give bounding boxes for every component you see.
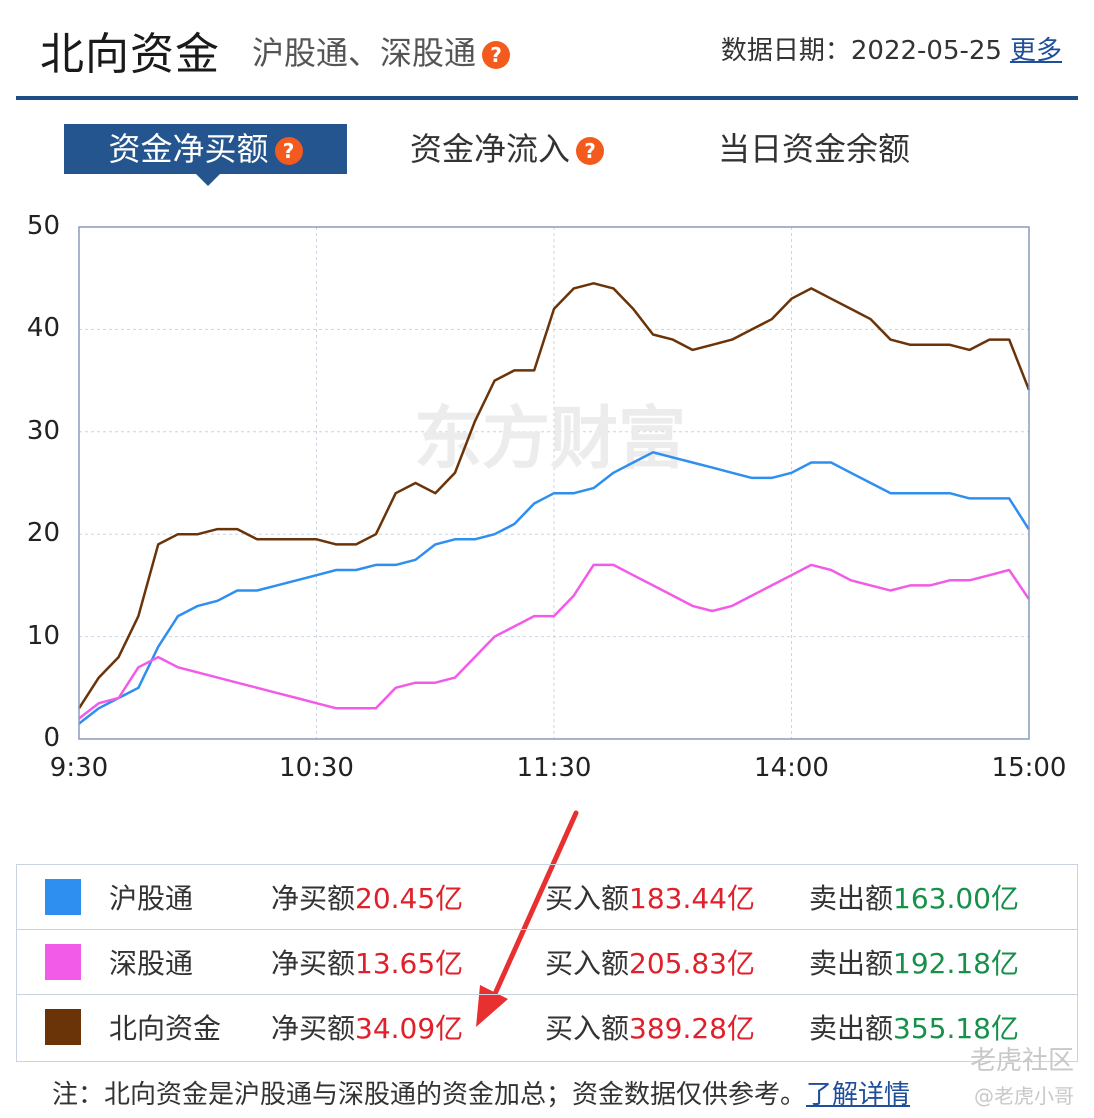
buy-label: 买入额 bbox=[545, 882, 630, 915]
legend-swatch bbox=[45, 1009, 81, 1045]
tab-label: 资金净买额 bbox=[108, 130, 269, 168]
data-date: 数据日期：2022-05-25 更多 bbox=[721, 30, 1062, 67]
sell-value: 192.18亿 bbox=[893, 947, 1019, 980]
legend-name: 沪股通 bbox=[109, 882, 194, 915]
tab-label: 当日资金余额 bbox=[718, 130, 911, 168]
buy-label: 买入额 bbox=[545, 1012, 630, 1045]
x-tick-label: 11:30 bbox=[516, 753, 592, 783]
x-tick-label: 10:30 bbox=[279, 753, 354, 783]
legend-row: 深股通 净买额13.65亿 买入额205.83亿 卖出额192.18亿 bbox=[17, 930, 1077, 995]
y-tick-label: 0 bbox=[43, 723, 60, 753]
sell-value: 163.00亿 bbox=[893, 882, 1019, 915]
tab-daily-balance[interactable]: 当日资金余额 bbox=[718, 124, 910, 174]
sell-label: 卖出额 bbox=[809, 1012, 894, 1045]
net-buy-value: 13.65亿 bbox=[355, 947, 464, 980]
chart-watermark: 东方财富 bbox=[414, 400, 686, 479]
legend-row: 沪股通 净买额20.45亿 买入额183.44亿 卖出额163.00亿 bbox=[17, 865, 1077, 930]
help-icon[interactable]: ? bbox=[576, 137, 605, 165]
buy-cell: 买入额183.44亿 bbox=[545, 877, 755, 917]
net-buy-cell: 净买额20.45亿 bbox=[271, 877, 463, 917]
x-tick-label: 9:30 bbox=[49, 753, 109, 783]
tab-net-buy[interactable]: 资金净买额? bbox=[64, 124, 347, 186]
chart-grid bbox=[78, 226, 1030, 740]
note-text: 注：北向资金是沪股通与深股通的资金加总；资金数据仅供参考。 bbox=[52, 1080, 807, 1110]
active-tab-pointer bbox=[196, 174, 220, 186]
buy-value: 205.83亿 bbox=[629, 947, 755, 980]
buy-value: 183.44亿 bbox=[629, 882, 755, 915]
buy-cell: 买入额389.28亿 bbox=[545, 1007, 755, 1047]
sell-cell: 卖出额355.18亿 bbox=[809, 1007, 1019, 1047]
net-buy-cell: 净买额34.09亿 bbox=[271, 1007, 463, 1047]
buy-value: 389.28亿 bbox=[629, 1012, 755, 1045]
tab-label: 资金净流入 bbox=[410, 130, 571, 168]
legend-swatch bbox=[45, 944, 81, 980]
series-line-沪股通 bbox=[78, 451, 1031, 725]
legend-name: 北向资金 bbox=[109, 1012, 222, 1045]
legend-table: 沪股通 净买额20.45亿 买入额183.44亿 卖出额163.00亿 深股通 … bbox=[16, 864, 1078, 1062]
x-tick-label: 15:00 bbox=[991, 753, 1067, 783]
series-line-北向资金 bbox=[77, 282, 1031, 709]
author-watermark: @老虎小哥 bbox=[974, 1084, 1074, 1108]
y-tick-label: 40 bbox=[26, 313, 60, 344]
subtitle-text: 沪股通、深股通 bbox=[252, 34, 477, 72]
net-buy-cell: 净买额13.65亿 bbox=[271, 942, 463, 982]
footer-note: 注：北向资金是沪股通与深股通的资金加总；资金数据仅供参考。了解详情 bbox=[52, 1074, 910, 1111]
buy-label: 买入额 bbox=[545, 947, 630, 980]
legend-row: 北向资金 净买额34.09亿 买入额389.28亿 卖出额355.18亿 bbox=[17, 995, 1077, 1059]
help-icon[interactable]: ? bbox=[482, 41, 511, 69]
y-tick-label: 20 bbox=[26, 518, 60, 549]
page-subtitle: 沪股通、深股通? bbox=[252, 28, 511, 74]
tab-net-inflow[interactable]: 资金净流入? bbox=[410, 124, 605, 174]
learn-more-link[interactable]: 了解详情 bbox=[806, 1080, 911, 1110]
series-line-深股通 bbox=[78, 563, 1031, 720]
sell-cell: 卖出额192.18亿 bbox=[809, 942, 1019, 982]
page-title: 北向资金 bbox=[40, 29, 220, 80]
sell-cell: 卖出额163.00亿 bbox=[809, 877, 1019, 917]
sell-value: 355.18亿 bbox=[893, 1012, 1019, 1045]
net-buy-value: 20.45亿 bbox=[355, 882, 464, 915]
header-divider bbox=[16, 96, 1078, 100]
net-buy-label: 净买额 bbox=[271, 1012, 356, 1045]
y-tick-label: 10 bbox=[26, 620, 60, 651]
sell-label: 卖出额 bbox=[809, 882, 894, 915]
more-link[interactable]: 更多 bbox=[1009, 36, 1062, 66]
buy-cell: 买入额205.83亿 bbox=[545, 942, 755, 982]
net-buy-label: 净买额 bbox=[271, 882, 356, 915]
net-buy-value: 34.09亿 bbox=[355, 1012, 464, 1045]
y-tick-label: 30 bbox=[26, 415, 60, 446]
y-tick-label: 50 bbox=[26, 211, 60, 241]
sell-label: 卖出额 bbox=[809, 947, 894, 980]
date-label: 数据日期： bbox=[720, 36, 851, 66]
x-tick-label: 14:00 bbox=[754, 753, 829, 783]
plot-frame bbox=[78, 226, 1030, 740]
net-buy-label: 净买额 bbox=[271, 947, 356, 980]
legend-name: 深股通 bbox=[109, 947, 194, 980]
help-icon[interactable]: ? bbox=[274, 137, 303, 165]
legend-swatch bbox=[45, 879, 81, 915]
annotation-arrow bbox=[476, 810, 579, 1027]
chart-lines bbox=[77, 282, 1031, 725]
footer-watermark: 老虎社区 bbox=[969, 1046, 1074, 1076]
date-value: 2022-05-25 bbox=[850, 36, 1002, 66]
net-buy-chart: 东方财富 bbox=[77, 226, 1031, 740]
